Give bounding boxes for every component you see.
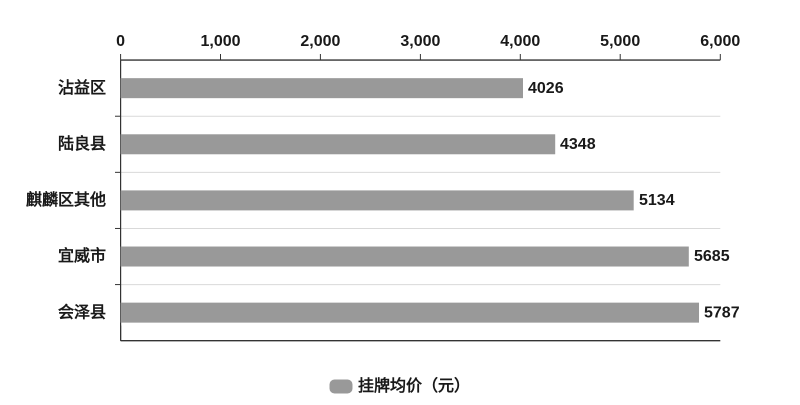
svg-text:5685: 5685 [694, 248, 730, 265]
svg-text:2,000: 2,000 [300, 33, 340, 50]
svg-text:陆良县: 陆良县 [58, 134, 106, 153]
svg-text:挂牌均价（元）: 挂牌均价（元） [358, 376, 470, 395]
svg-text:1,000: 1,000 [200, 33, 240, 50]
svg-text:5787: 5787 [704, 304, 740, 321]
svg-text:5,000: 5,000 [600, 33, 640, 50]
svg-text:4348: 4348 [560, 136, 596, 153]
svg-text:会泽县: 会泽县 [58, 302, 106, 321]
svg-text:5134: 5134 [639, 192, 675, 209]
svg-text:3,000: 3,000 [400, 33, 440, 50]
svg-text:6,000: 6,000 [700, 33, 740, 50]
svg-text:宜威市: 宜威市 [58, 246, 106, 265]
svg-text:沾益区: 沾益区 [58, 78, 106, 97]
svg-text:麒麟区其他: 麒麟区其他 [26, 190, 106, 209]
svg-text:4,000: 4,000 [500, 33, 540, 50]
svg-text:0: 0 [116, 33, 125, 50]
svg-text:4026: 4026 [528, 80, 564, 97]
